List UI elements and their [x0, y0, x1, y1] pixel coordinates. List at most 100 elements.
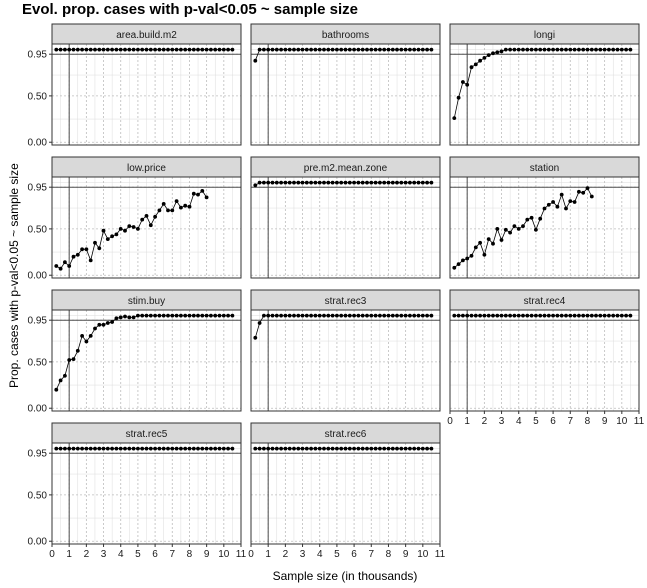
data-point: [217, 47, 222, 52]
data-point: [118, 446, 123, 451]
data-point: [270, 47, 275, 52]
x-tick-label: 8: [386, 549, 392, 560]
data-point: [378, 313, 382, 318]
y-tick-label: 0.00: [28, 537, 48, 548]
data-point: [148, 223, 153, 228]
data-point: [589, 194, 594, 199]
data-point: [343, 47, 348, 52]
data-point: [161, 47, 166, 52]
data-point: [577, 313, 581, 318]
data-point: [304, 180, 309, 185]
data-point: [75, 348, 80, 353]
data-point: [127, 446, 132, 451]
data-point: [395, 446, 399, 451]
x-axis-label: Sample size (in thousands): [272, 569, 418, 583]
y-tick-label: 0.95: [28, 50, 48, 61]
data-point: [170, 446, 175, 451]
data-point: [516, 313, 521, 318]
data-point: [386, 180, 391, 185]
data-point: [416, 446, 421, 451]
data-point: [403, 446, 408, 451]
data-point: [179, 446, 183, 451]
data-point: [611, 313, 616, 318]
data-point: [174, 313, 179, 318]
data-point: [429, 47, 434, 52]
data-point: [343, 180, 348, 185]
data-point: [598, 313, 603, 318]
data-point: [352, 446, 356, 451]
data-point: [58, 47, 63, 52]
data-point: [279, 313, 283, 318]
data-point: [144, 446, 149, 451]
data-point: [335, 446, 339, 451]
data-point: [317, 313, 322, 318]
data-point: [170, 208, 175, 213]
x-tick-label: 4: [317, 549, 323, 560]
data-point: [144, 313, 149, 318]
data-point: [602, 313, 607, 318]
data-point: [67, 264, 72, 268]
data-point: [555, 313, 560, 318]
data-point: [97, 322, 102, 327]
data-point: [54, 446, 59, 451]
facet-strip-label: longi: [534, 30, 555, 41]
data-point: [486, 237, 491, 242]
data-point: [521, 47, 525, 52]
x-tick-label: 6: [351, 549, 357, 560]
x-tick-label: 1: [66, 549, 72, 560]
data-point: [339, 313, 344, 318]
data-point: [262, 313, 266, 318]
data-point: [499, 313, 504, 318]
data-point: [512, 47, 517, 52]
data-point: [326, 47, 331, 52]
data-point: [399, 313, 404, 318]
data-point: [153, 214, 158, 219]
data-point: [516, 47, 521, 52]
facet-panel: stim.buy 0.00 0.50 0.95: [28, 289, 242, 415]
data-point: [63, 47, 67, 52]
data-point: [274, 313, 279, 318]
data-point: [257, 321, 262, 325]
data-point: [343, 446, 348, 451]
data-point: [452, 313, 457, 318]
data-point: [482, 56, 487, 60]
data-point: [330, 446, 335, 451]
x-tick-label: 6: [152, 549, 158, 560]
x-tick-label: 10: [616, 416, 628, 427]
data-point: [546, 313, 551, 318]
data-point: [136, 446, 140, 451]
x-tick-label: 0: [248, 549, 254, 560]
data-point: [292, 313, 296, 318]
data-point: [153, 313, 158, 318]
data-point: [335, 47, 339, 52]
data-point: [200, 446, 205, 451]
x-tick-label: 5: [533, 416, 539, 427]
data-point: [564, 47, 568, 52]
facet-panel: low.price 0.00 0.50 0.95: [28, 156, 242, 282]
data-point: [399, 180, 404, 185]
data-point: [88, 258, 93, 263]
data-point: [425, 47, 429, 52]
data-point: [369, 47, 374, 52]
data-point: [465, 82, 470, 87]
facet-strip-label: strat.rec3: [325, 296, 367, 307]
data-point: [136, 47, 140, 52]
data-point: [546, 202, 551, 207]
data-point: [63, 373, 67, 378]
data-point: [343, 313, 348, 318]
y-tick-label: 0.50: [28, 490, 48, 501]
data-point: [628, 47, 633, 52]
facet-strip-label: area.build.m2: [116, 30, 177, 41]
data-point: [279, 446, 283, 451]
data-point: [607, 313, 611, 318]
data-point: [373, 47, 378, 52]
data-point: [230, 47, 235, 52]
data-point: [512, 224, 517, 229]
data-point: [412, 313, 417, 318]
data-point: [253, 335, 258, 340]
data-point: [97, 246, 102, 251]
data-point: [399, 47, 404, 52]
data-point: [529, 215, 534, 220]
data-point: [153, 47, 158, 52]
data-point: [309, 446, 313, 451]
